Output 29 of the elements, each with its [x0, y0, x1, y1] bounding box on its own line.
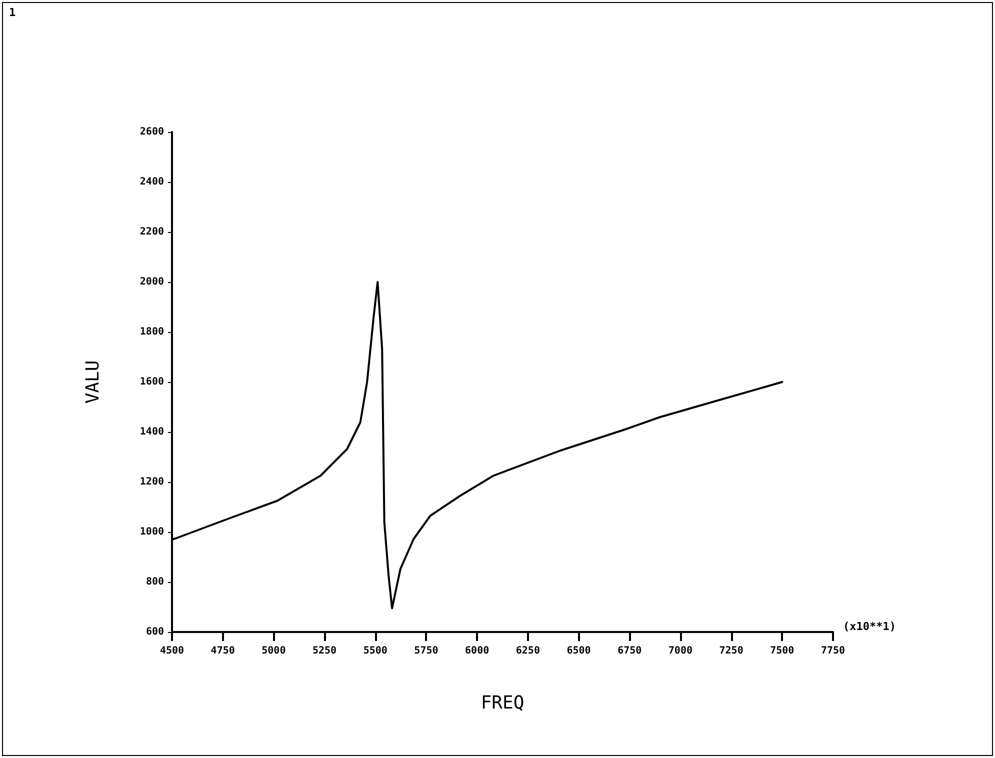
text: 1 — [9, 6, 16, 19]
text: (x10**1) — [843, 620, 896, 633]
x-tick-label: 4750 — [210, 646, 235, 656]
y-tick-label: 800 — [146, 576, 164, 588]
y-tick-label: 1600 — [140, 376, 164, 388]
x-tick-label: 7250 — [719, 646, 744, 656]
y-tick-label: 1200 — [140, 476, 164, 488]
x-tick-label: 4500 — [160, 646, 184, 656]
x-tick-label: 6750 — [618, 646, 642, 656]
y-axis-title: VALU — [82, 360, 104, 404]
x-tick-label: 6500 — [566, 646, 591, 656]
x-tick-label: 5250 — [312, 646, 337, 656]
y-tick-label: 600 — [146, 626, 164, 638]
x-tick-label: 7500 — [770, 646, 794, 656]
y-tick-label: 2400 — [140, 176, 164, 188]
y-tick-label: 2200 — [140, 226, 164, 238]
x-tick-label: 5500 — [363, 646, 388, 656]
y-tick-label: 1800 — [140, 326, 164, 338]
y-tick-label: 1000 — [140, 526, 164, 538]
x-tick-label: 6000 — [465, 646, 490, 656]
y-tick-label: 1400 — [140, 426, 164, 438]
x-tick-label: 5750 — [414, 646, 438, 656]
x-tick-label: 6250 — [516, 646, 540, 656]
y-tick-label: 2000 — [140, 276, 164, 288]
y-tick-label: 2600 — [140, 126, 164, 138]
x-tick-label: 7750 — [820, 646, 846, 656]
x-tick-label: 7000 — [668, 646, 693, 656]
x-tick-label: 5000 — [262, 646, 286, 656]
x-axis-title: FREQ — [480, 692, 524, 714]
